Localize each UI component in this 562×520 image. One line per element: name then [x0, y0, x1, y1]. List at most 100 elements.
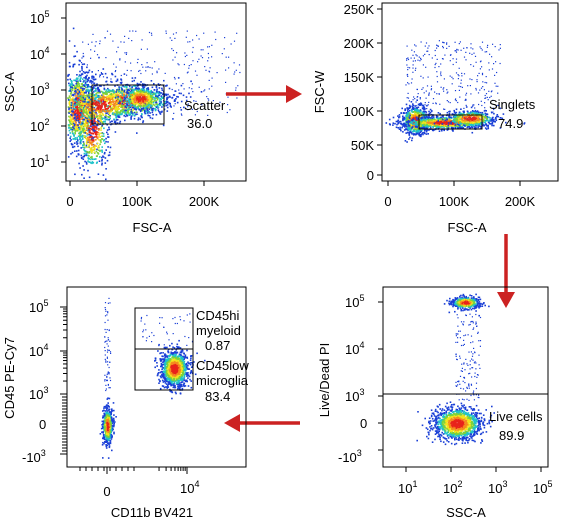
event-dot	[132, 89, 134, 91]
event-dot	[128, 114, 131, 116]
event-dot	[128, 101, 130, 104]
event-dot	[76, 142, 79, 144]
event-dot	[105, 80, 108, 83]
event-dot	[76, 50, 78, 53]
event-dot	[407, 113, 409, 116]
event-dot	[76, 77, 78, 79]
event-dot	[419, 98, 421, 100]
event-dot	[416, 107, 418, 110]
event-dot	[413, 111, 415, 113]
event-dot	[414, 60, 416, 62]
event-dot	[166, 100, 169, 103]
event-dot	[98, 85, 101, 87]
event-dot	[141, 92, 143, 95]
event-dot	[89, 119, 92, 121]
event-dot	[149, 105, 152, 108]
event-dot	[416, 99, 418, 101]
event-dot	[200, 55, 202, 57]
event-dot	[120, 99, 122, 102]
event-dot	[123, 86, 126, 88]
event-dot	[412, 134, 415, 136]
event-dot	[100, 110, 103, 112]
event-dot	[477, 92, 480, 94]
event-dot	[74, 150, 76, 152]
event-dot	[446, 111, 449, 114]
event-dot	[147, 95, 150, 98]
event-dot	[145, 96, 148, 98]
event-dot	[70, 98, 72, 101]
event-dot	[71, 89, 74, 92]
event-dot	[185, 99, 188, 102]
event-dot	[142, 91, 145, 94]
event-dot	[83, 80, 85, 82]
event-dot	[75, 119, 78, 122]
event-dot	[172, 118, 174, 120]
event-dot	[128, 99, 130, 101]
event-dot	[428, 116, 431, 119]
event-dot	[455, 51, 458, 53]
event-dot	[173, 99, 176, 101]
event-dot	[125, 86, 128, 89]
event-dot	[137, 90, 139, 93]
event-dot	[463, 56, 466, 58]
event-dot	[149, 112, 151, 114]
event-dot	[466, 47, 468, 49]
event-dot	[85, 141, 88, 144]
event-dot	[485, 76, 487, 78]
event-dot	[153, 104, 156, 107]
event-dot	[435, 103, 437, 105]
event-dot	[419, 133, 421, 136]
event-dot	[84, 110, 87, 112]
event-dot	[91, 81, 94, 83]
event-dot	[454, 125, 456, 128]
event-dot	[476, 111, 478, 113]
event-dot	[79, 80, 82, 82]
event-dot	[454, 50, 456, 52]
event-dot	[73, 45, 76, 47]
event-dot	[452, 78, 454, 80]
event-dot	[78, 83, 81, 85]
event-dot	[79, 60, 81, 62]
event-dot	[484, 107, 486, 109]
event-dot	[208, 71, 211, 73]
event-dot	[143, 111, 146, 113]
event-dot	[473, 111, 475, 113]
event-dot	[132, 112, 134, 115]
event-dot	[116, 89, 118, 91]
event-dot	[235, 89, 237, 91]
event-dot	[219, 101, 221, 103]
event-dot	[419, 129, 421, 132]
event-dot	[446, 43, 448, 45]
event-dot	[67, 75, 69, 77]
event-dot	[112, 98, 114, 101]
event-dot	[77, 119, 80, 122]
event-dot	[177, 63, 179, 65]
event-dot	[139, 118, 141, 121]
event-dot	[442, 88, 444, 90]
event-dot	[405, 114, 407, 117]
event-dot	[423, 92, 425, 94]
event-dot	[114, 113, 117, 115]
event-dot	[102, 114, 104, 116]
event-dot	[446, 100, 448, 102]
event-dot	[73, 134, 75, 136]
event-dot	[481, 72, 484, 74]
event-dot	[143, 86, 146, 88]
event-dot	[151, 100, 153, 103]
event-dot	[155, 101, 157, 104]
event-dot	[90, 107, 92, 109]
event-dot	[115, 66, 117, 68]
event-dot	[100, 90, 103, 93]
event-dot	[410, 132, 413, 134]
event-dot	[74, 90, 76, 93]
event-dot	[407, 110, 409, 113]
event-dot	[174, 37, 176, 39]
event-dot	[440, 86, 442, 88]
event-dot	[75, 78, 78, 80]
event-dot	[424, 104, 426, 106]
event-dot	[96, 142, 99, 145]
event-dot	[101, 96, 103, 98]
event-dot	[459, 96, 461, 98]
event-dot	[72, 124, 75, 126]
event-dot	[98, 97, 100, 99]
